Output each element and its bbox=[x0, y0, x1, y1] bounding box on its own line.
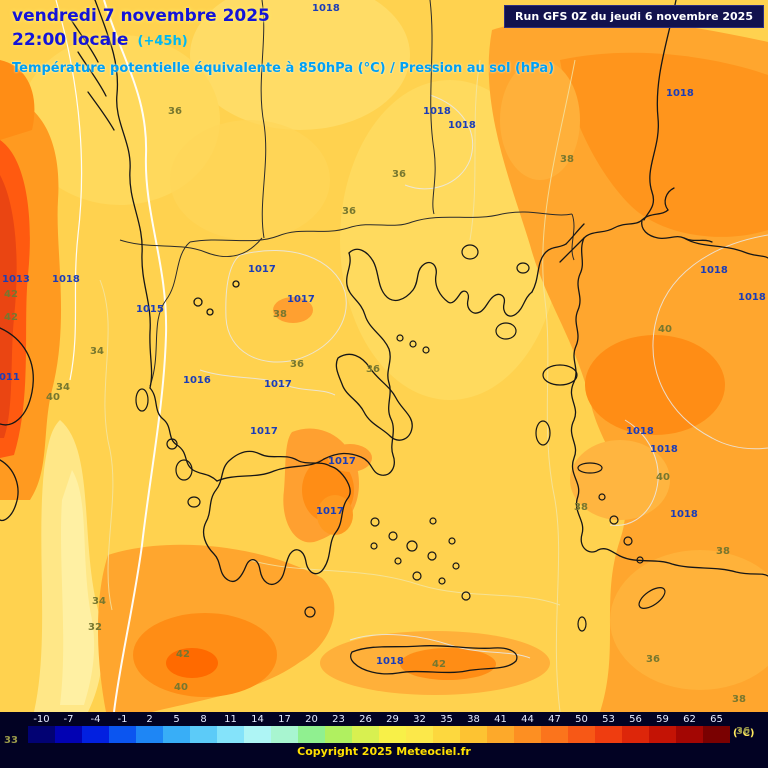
scale-cell: 41 bbox=[487, 714, 514, 743]
scale-swatch bbox=[352, 726, 379, 743]
scale-unit: (°C) bbox=[733, 728, 755, 739]
scale-cell: 8 bbox=[190, 714, 217, 743]
scale-cell: 50 bbox=[568, 714, 595, 743]
scale-value: 17 bbox=[278, 714, 291, 725]
isobar-lines bbox=[55, 0, 768, 712]
scale-value: 5 bbox=[173, 714, 180, 725]
scale-value: 23 bbox=[332, 714, 345, 725]
scale-value: 20 bbox=[305, 714, 318, 725]
scale-value: -1 bbox=[117, 714, 128, 725]
scale-cell: 47 bbox=[541, 714, 568, 743]
scale-cell: -7 bbox=[55, 714, 82, 743]
temp-label: 36 bbox=[736, 726, 750, 737]
scale-cell: 53 bbox=[595, 714, 622, 743]
scale-cell: 2 bbox=[136, 714, 163, 743]
scale-value: 38 bbox=[467, 714, 480, 725]
scale-cell: 5 bbox=[163, 714, 190, 743]
scale-swatch bbox=[676, 726, 703, 743]
legend-strip: -10 -7 -4 -1 2 5 8 11 14 17 20 23 26 29 32 35 38 41 44 47 50… bbox=[0, 712, 768, 768]
scale-value: 47 bbox=[548, 714, 561, 725]
scale-cell: 44 bbox=[514, 714, 541, 743]
scale-swatch bbox=[55, 726, 82, 743]
scale-swatch bbox=[568, 726, 595, 743]
scale-cell: -4 bbox=[82, 714, 109, 743]
scale-cell: 59 bbox=[649, 714, 676, 743]
scale-swatch bbox=[649, 726, 676, 743]
scale-swatch bbox=[433, 726, 460, 743]
scale-swatch bbox=[514, 726, 541, 743]
scale-value: 41 bbox=[494, 714, 507, 725]
scale-value: 14 bbox=[251, 714, 264, 725]
map-header: vendredi 7 novembre 2025 22:00 locale (+… bbox=[12, 6, 554, 76]
scale-swatch bbox=[244, 726, 271, 743]
scale-value: 59 bbox=[656, 714, 669, 725]
temperature-field bbox=[0, 0, 768, 712]
scale-cell: 62 bbox=[676, 714, 703, 743]
temp-label: 33 bbox=[4, 735, 18, 746]
scale-value: -7 bbox=[63, 714, 74, 725]
coastlines bbox=[0, 0, 768, 675]
scale-swatch bbox=[190, 726, 217, 743]
scale-cell: 29 bbox=[379, 714, 406, 743]
scale-value: 11 bbox=[224, 714, 237, 725]
map-canvas[interactable] bbox=[0, 0, 768, 712]
scale-value: 8 bbox=[200, 714, 207, 725]
scale-swatch bbox=[109, 726, 136, 743]
scale-cell: 14 bbox=[244, 714, 271, 743]
scale-swatch bbox=[28, 726, 55, 743]
forecast-time: 22:00 locale bbox=[12, 30, 129, 50]
scale-cell: 65 bbox=[703, 714, 730, 743]
scale-swatch bbox=[163, 726, 190, 743]
scale-swatch bbox=[622, 726, 649, 743]
temperature-contours bbox=[99, 59, 576, 712]
scale-swatch bbox=[595, 726, 622, 743]
scale-cell: 32 bbox=[406, 714, 433, 743]
scale-swatch bbox=[217, 726, 244, 743]
scale-cell: -10 bbox=[28, 714, 55, 743]
scale-swatch bbox=[406, 726, 433, 743]
scale-cell: 38 bbox=[460, 714, 487, 743]
scale-value: -4 bbox=[90, 714, 101, 725]
scale-value: 56 bbox=[629, 714, 642, 725]
scale-cell: 56 bbox=[622, 714, 649, 743]
islands bbox=[135, 244, 666, 632]
run-info-badge: Run GFS 0Z du jeudi 6 novembre 2025 bbox=[504, 5, 764, 28]
scale-swatch bbox=[82, 726, 109, 743]
scale-cell: 26 bbox=[352, 714, 379, 743]
scale-value: 2 bbox=[146, 714, 153, 725]
map-title: Température potentielle équivalente à 85… bbox=[12, 61, 555, 76]
scale-value: 44 bbox=[521, 714, 534, 725]
scale-cell: 17 bbox=[271, 714, 298, 743]
scale-swatch bbox=[271, 726, 298, 743]
scale-cell: 11 bbox=[217, 714, 244, 743]
scale-cell: 23 bbox=[325, 714, 352, 743]
scale-value: 26 bbox=[359, 714, 372, 725]
scale-value: 53 bbox=[602, 714, 615, 725]
scale-swatch bbox=[541, 726, 568, 743]
scale-value: 65 bbox=[710, 714, 723, 725]
scale-swatch bbox=[325, 726, 352, 743]
scale-value: 32 bbox=[413, 714, 426, 725]
scale-value: 29 bbox=[386, 714, 399, 725]
scale-value: -10 bbox=[33, 714, 50, 725]
color-scale: -10 -7 -4 -1 2 5 8 11 14 17 20 23 26 29 32 35 38 41 44 47 50… bbox=[0, 712, 768, 743]
scale-cell: 20 bbox=[298, 714, 325, 743]
country-borders bbox=[119, 0, 575, 387]
forecast-date: vendredi 7 novembre 2025 bbox=[12, 6, 270, 26]
scale-swatch bbox=[703, 726, 730, 743]
scale-value: 50 bbox=[575, 714, 588, 725]
scale-swatch bbox=[379, 726, 406, 743]
scale-swatch bbox=[487, 726, 514, 743]
forecast-offset: (+45h) bbox=[137, 34, 188, 49]
scale-swatch bbox=[136, 726, 163, 743]
copyright-text: Copyright 2025 Meteociel.fr bbox=[297, 745, 471, 758]
scale-value: 62 bbox=[683, 714, 696, 725]
scale-value: 35 bbox=[440, 714, 453, 725]
scale-swatch bbox=[460, 726, 487, 743]
scale-cell: -1 bbox=[109, 714, 136, 743]
scale-swatch bbox=[298, 726, 325, 743]
scale-cell: 35 bbox=[433, 714, 460, 743]
